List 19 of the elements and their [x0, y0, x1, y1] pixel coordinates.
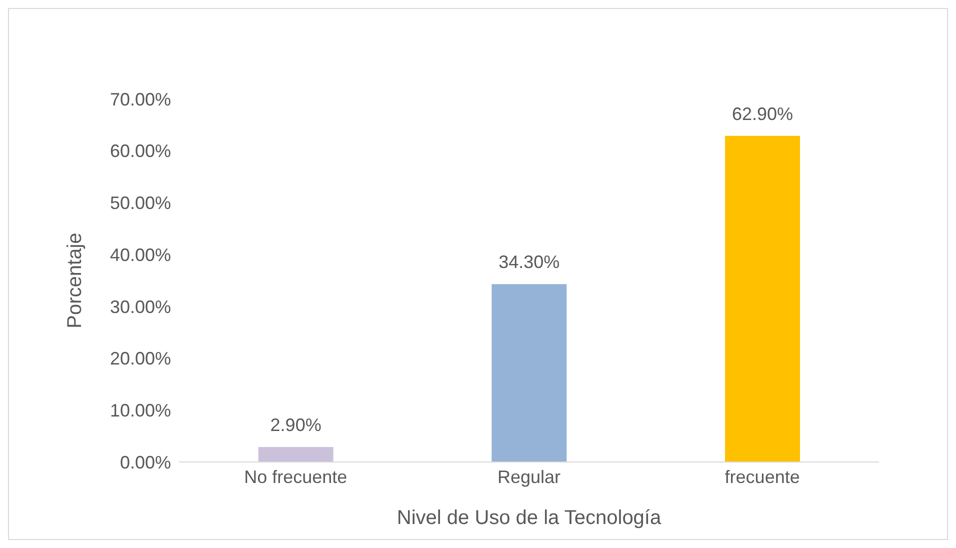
bar	[725, 136, 800, 462]
data-label: 2.90%	[270, 414, 322, 435]
y-tick-label: 50.00%	[110, 193, 171, 214]
x-axis-title: Nivel de Uso de la Tecnología	[396, 507, 662, 529]
bar	[258, 446, 334, 462]
bar	[492, 284, 567, 462]
y-tick-label: 60.00%	[110, 141, 171, 162]
y-tick-label: 0.00%	[120, 452, 171, 472]
data-label: 34.30%	[498, 252, 560, 272]
y-tick-label: 10.00%	[110, 400, 171, 421]
y-tick-label: 70.00%	[110, 89, 171, 110]
y-axis-title: Porcentaje	[64, 232, 86, 328]
y-tick-label: 20.00%	[110, 348, 171, 369]
y-tick-label: 40.00%	[110, 244, 171, 265]
data-label: 62.90%	[732, 104, 794, 124]
x-tick-label: frecuente	[724, 466, 800, 487]
x-tick-label: No frecuente	[244, 466, 348, 487]
y-tick-label: 30.00%	[110, 296, 171, 317]
x-tick-label: Regular	[497, 466, 561, 487]
